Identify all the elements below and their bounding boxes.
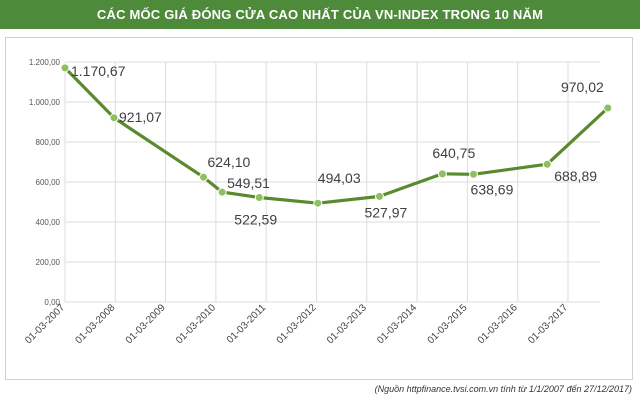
data-label: 970,02 [561, 79, 604, 95]
data-point [217, 187, 227, 197]
y-tick-label: 400,00 [36, 218, 61, 227]
y-tick-label: 600,00 [36, 178, 61, 187]
y-tick-label: 0,00 [44, 298, 60, 307]
x-tick-label: 01-03-2009 [124, 302, 168, 346]
x-tick-label: 01-03-2015 [426, 302, 470, 346]
data-point [603, 103, 613, 113]
data-label: 549,51 [227, 175, 270, 191]
data-label: 640,75 [432, 145, 475, 161]
data-point [254, 192, 264, 202]
x-tick-label: 01-03-2017 [526, 302, 570, 346]
x-tick-label: 01-03-2016 [476, 302, 520, 346]
data-point [109, 113, 119, 123]
x-tick-label: 01-03-2014 [375, 302, 419, 346]
data-point [313, 198, 323, 208]
data-label: 688,89 [554, 168, 597, 184]
data-label: 1.170,67 [71, 63, 126, 79]
data-label: 921,07 [119, 109, 162, 125]
y-tick-label: 1.000,00 [29, 98, 61, 107]
data-label: 494,03 [318, 170, 361, 186]
data-point [469, 169, 479, 179]
chart-title: CÁC MỐC GIÁ ĐÓNG CỬA CAO NHẤT CỦA VN-IND… [96, 7, 544, 22]
x-tick-label: 01-03-2008 [73, 302, 117, 346]
x-tick-label: 01-03-2012 [275, 302, 319, 346]
data-point [542, 159, 552, 169]
chart-area [5, 37, 633, 380]
title-bar: CÁC MỐC GIÁ ĐÓNG CỬA CAO NHẤT CỦA VN-IND… [0, 0, 640, 29]
data-point [437, 169, 447, 179]
source-note: (Nguồn httpfinance.tvsi.com.vn tính từ 1… [374, 384, 632, 394]
data-point [374, 191, 384, 201]
data-label: 527,97 [364, 204, 407, 220]
data-point [60, 63, 70, 73]
x-tick-label: 01-03-2010 [174, 302, 218, 346]
y-tick-label: 800,00 [36, 138, 61, 147]
data-point [199, 172, 209, 182]
y-tick-label: 200,00 [36, 258, 61, 267]
data-label: 638,69 [471, 181, 514, 197]
x-tick-label: 01-03-2007 [23, 302, 67, 346]
data-label: 624,10 [208, 154, 251, 170]
x-tick-label: 01-03-2013 [325, 302, 369, 346]
y-tick-label: 1.200,00 [29, 58, 61, 67]
data-label: 522,59 [234, 211, 277, 227]
x-tick-label: 01-03-2011 [225, 302, 269, 346]
